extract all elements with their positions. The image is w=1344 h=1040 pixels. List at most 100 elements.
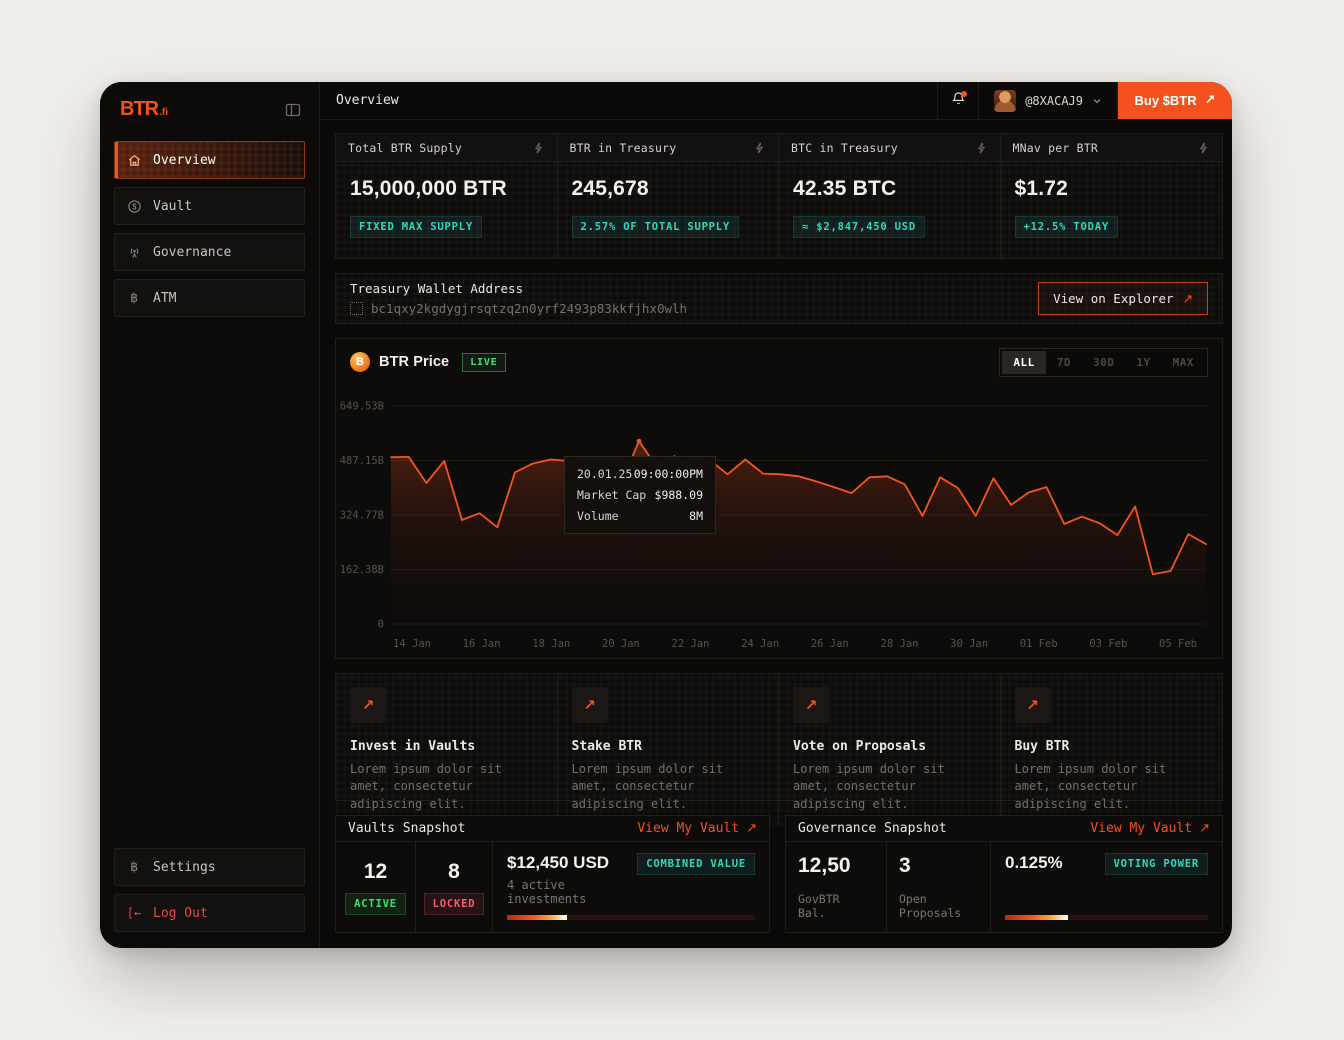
- stat-label: BTC in Treasury: [791, 140, 898, 155]
- gov-balance-cell: 12,50 GovBTR Bal.: [786, 842, 887, 932]
- range-30d[interactable]: 30D: [1093, 355, 1115, 369]
- action-title: Stake BTR: [571, 739, 642, 754]
- stat-card-total-supply: Total BTR Supply 15,000,000 BTR FIXED MA…: [336, 134, 558, 258]
- action-vote-proposals[interactable]: ↗ Vote on Proposals Lorem ipsum dolor si…: [779, 674, 1001, 827]
- sidebar-item-overview[interactable]: Overview: [114, 141, 305, 179]
- btr-price-chart-card: B BTR Price LIVE ALL 7D 30D 1Y MAX: [335, 338, 1223, 659]
- voting-power-badge: VOTING POWER: [1104, 853, 1208, 875]
- buy-btr-button[interactable]: Buy $BTR ↗: [1118, 82, 1232, 119]
- sidebar-item-label: Vault: [153, 198, 193, 214]
- stat-label: BTR in Treasury: [569, 140, 677, 155]
- gov-voting-cell: 0.125% VOTING POWER: [991, 842, 1222, 932]
- stat-badge: 2.57% OF TOTAL SUPPLY: [571, 216, 740, 238]
- stat-badge: ≈ $2,847,450 USD: [793, 216, 925, 238]
- sidebar-item-label: Log Out: [153, 905, 208, 921]
- chart-title: BTR Price: [379, 354, 450, 370]
- chart-plot-area[interactable]: 649.53B 487.15B 324.77B 162.38B 0 14 Jan 16 Ja…: [336, 385, 1222, 658]
- sidebar-header: BTR .fi: [114, 96, 305, 121]
- svg-text:01 Feb: 01 Feb: [1020, 638, 1058, 650]
- bolt-icon: [754, 142, 766, 154]
- svg-text:487.15B: 487.15B: [340, 455, 384, 467]
- home-icon: [126, 153, 142, 168]
- govbtr-balance: 12,50: [798, 854, 851, 877]
- open-proposals-label: Open Proposals: [899, 892, 962, 920]
- arrow-up-right-icon: ↗: [350, 687, 386, 723]
- time-range-selector: ALL 7D 30D 1Y MAX: [999, 347, 1208, 377]
- arrow-up-right-icon: ↗: [793, 687, 829, 723]
- copy-address-icon[interactable]: [350, 302, 363, 315]
- external-arrow-icon: ↗: [1182, 291, 1193, 306]
- sidebar: BTR .fi Overview S Vault Governance: [100, 82, 320, 948]
- sidebar-item-label: ATM: [153, 290, 177, 306]
- range-7d[interactable]: 7D: [1056, 355, 1071, 369]
- bolt-icon: [976, 142, 988, 154]
- sidebar-collapse-icon[interactable]: [285, 102, 301, 118]
- settings-icon: ฿: [130, 859, 138, 875]
- governance-snapshot-title: Governance Snapshot: [798, 821, 947, 836]
- sidebar-item-settings[interactable]: ฿ Settings: [114, 848, 305, 886]
- range-all[interactable]: ALL: [1002, 350, 1046, 374]
- treasury-label: Treasury Wallet Address: [350, 281, 524, 296]
- vaults-snapshot-title: Vaults Snapshot: [348, 821, 466, 836]
- vaults-locked-cell: 8 LOCKED: [416, 842, 493, 932]
- range-1y[interactable]: 1Y: [1136, 355, 1151, 369]
- action-title: Invest in Vaults: [350, 739, 476, 754]
- bitcoin-icon: ฿: [130, 290, 138, 306]
- brand-logo: BTR .fi: [120, 98, 168, 121]
- link-label: View My Vault: [1090, 821, 1193, 836]
- stats-row: Total BTR Supply 15,000,000 BTR FIXED MA…: [335, 133, 1223, 259]
- action-title: Vote on Proposals: [793, 739, 927, 754]
- explorer-label: View on Explorer: [1053, 291, 1174, 306]
- sidebar-item-label: Governance: [153, 244, 232, 260]
- svg-text:14 Jan: 14 Jan: [393, 638, 431, 650]
- action-title: Buy BTR: [1014, 739, 1070, 754]
- vaults-combined-cell: $12,450 USD 4 active investments COMBINE…: [493, 842, 769, 932]
- range-max[interactable]: MAX: [1172, 355, 1194, 369]
- buy-btr-label: Buy $BTR: [1134, 93, 1197, 108]
- svg-text:20 Jan: 20 Jan: [602, 638, 640, 650]
- gov-proposals-cell: 3 Open Proposals: [887, 842, 991, 932]
- bolt-icon: [1198, 142, 1210, 154]
- arrow-up-right-icon: ↗: [571, 687, 608, 723]
- external-arrow-icon: ↗: [1199, 821, 1210, 836]
- combined-badge: COMBINED VALUE: [637, 853, 755, 875]
- btr-coin-icon: B: [350, 352, 370, 372]
- chevron-down-icon: [1092, 96, 1102, 106]
- governance-snapshot-card: Governance Snapshot View My Vault ↗ 12,5…: [785, 815, 1223, 933]
- svg-text:0: 0: [378, 619, 384, 631]
- username: @8XACAJ9: [1025, 93, 1083, 108]
- main-area: Overview @8XACAJ9 Buy $BTR ↗: [320, 82, 1232, 948]
- action-description: Lorem ipsum dolor sit amet, consectetur …: [1014, 762, 1167, 811]
- sidebar-item-governance[interactable]: Governance: [114, 233, 305, 271]
- sidebar-item-atm[interactable]: ฿ ATM: [114, 279, 305, 317]
- vaults-snapshot-card: Vaults Snapshot View My Vault ↗ 12 ACTIV…: [335, 815, 770, 933]
- combined-sub: 4 active investments: [507, 878, 587, 906]
- vaults-progress-bar: [507, 915, 755, 920]
- user-menu[interactable]: @8XACAJ9: [979, 82, 1118, 119]
- sidebar-item-vault[interactable]: S Vault: [114, 187, 305, 225]
- svg-text:649.53B: 649.53B: [340, 401, 384, 413]
- svg-text:324.77B: 324.77B: [340, 509, 384, 521]
- sidebar-item-logout[interactable]: [← Log Out: [114, 894, 305, 932]
- brand-name: BTR: [120, 98, 159, 120]
- sidebar-item-label: Overview: [153, 152, 216, 168]
- svg-text:24 Jan: 24 Jan: [741, 638, 779, 650]
- svg-text:22 Jan: 22 Jan: [672, 638, 710, 650]
- action-invest-vaults[interactable]: ↗ Invest in Vaults Lorem ipsum dolor sit…: [336, 674, 558, 827]
- stat-badge: +12.5% TODAY: [1014, 216, 1118, 238]
- logout-icon: [←: [126, 906, 142, 920]
- active-count: 12: [363, 859, 388, 883]
- view-my-vault-link[interactable]: View My Vault ↗: [1090, 821, 1210, 836]
- view-my-vault-link[interactable]: View My Vault ↗: [637, 821, 757, 836]
- svg-text:30 Jan: 30 Jan: [950, 638, 988, 650]
- price-line-chart: 649.53B 487.15B 324.77B 162.38B 0 14 Jan 16 Ja…: [340, 401, 1207, 650]
- stat-card-btr-treasury: BTR in Treasury 245,678 2.57% OF TOTAL S…: [557, 134, 779, 258]
- open-proposals-count: 3: [899, 854, 911, 877]
- view-on-explorer-button[interactable]: View on Explorer ↗: [1038, 282, 1208, 315]
- svg-text:28 Jan: 28 Jan: [881, 638, 919, 650]
- action-stake-btr[interactable]: ↗ Stake BTR Lorem ipsum dolor sit amet, …: [558, 674, 779, 827]
- notifications-button[interactable]: [937, 82, 980, 119]
- svg-text:18 Jan: 18 Jan: [532, 638, 570, 650]
- stat-label: MNav per BTR: [1012, 140, 1098, 155]
- action-buy-btr[interactable]: ↗ Buy BTR Lorem ipsum dolor sit amet, co…: [1001, 674, 1223, 826]
